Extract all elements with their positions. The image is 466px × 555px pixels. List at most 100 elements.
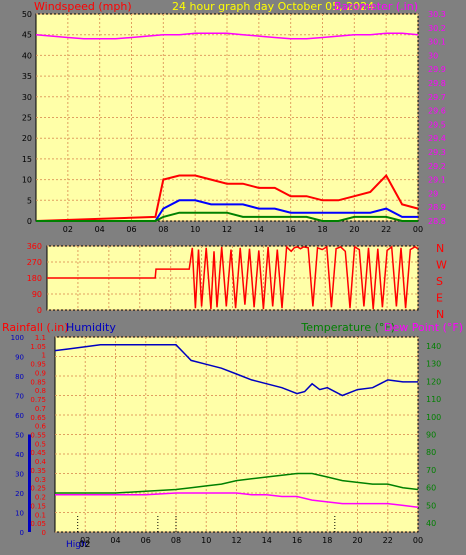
humidity-x-tick: 08 <box>171 536 181 545</box>
temperature-y-tick: 100 <box>426 413 441 422</box>
windspeed-y-tick: 50 <box>22 10 32 19</box>
humidity-x-tick: 10 <box>201 536 211 545</box>
temperature-y-tick: 140 <box>426 342 441 351</box>
humidity-series <box>28 344 419 532</box>
windspeed-y-tick: 10 <box>22 176 32 185</box>
windspeed-y-tick: 40 <box>22 51 32 60</box>
humidity-axis-bar <box>28 434 31 532</box>
windspeed-y-tick: 35 <box>22 72 32 81</box>
barometer-y-tick: 29.3 <box>428 148 446 157</box>
wind-x-tick: 04 <box>95 225 105 234</box>
temperature-y-tick: 130 <box>426 360 441 369</box>
humidity-x-tick: 16 <box>292 536 302 545</box>
barometer-axis-label: Barometer (.in) <box>334 0 418 13</box>
wind-x-tick: 08 <box>158 225 168 234</box>
dewpoint-axis-label: Dew Point (°F) <box>384 321 463 334</box>
rainfall-y-tick: 0.65 <box>30 414 46 422</box>
windspeed-y-tick: 15 <box>22 155 32 164</box>
humidity-y-tick: 80 <box>15 373 24 381</box>
compass-label: W <box>436 259 447 272</box>
wind-x-tick: 06 <box>126 225 136 234</box>
wind-x-tick: 20 <box>349 225 359 234</box>
temperature-y-tick: 50 <box>426 501 436 510</box>
humidity-x-tick: 12 <box>231 536 241 545</box>
humidity-y-tick: 20 <box>15 490 24 498</box>
temperature-line <box>55 472 419 494</box>
rainfall-y-tick: 0.75 <box>30 396 46 404</box>
direction-line <box>47 245 419 310</box>
humidity-line <box>54 344 418 397</box>
temperature-y-tick: 40 <box>426 519 436 528</box>
humidity-ticks: 02 04 06 08 10 12 14 16 18 20 22 000102030405060708… <box>11 334 442 545</box>
humidity-axis-label: Humidity <box>66 321 116 334</box>
compass-label: N <box>436 308 444 321</box>
wind_avg-line <box>36 199 418 222</box>
barometer-y-tick: 29.9 <box>428 65 446 74</box>
barometer-y-tick: 29.2 <box>428 162 446 171</box>
barometer-y-tick: 29.1 <box>428 176 446 185</box>
barometer-y-tick: 30.3 <box>428 10 446 19</box>
rainfall-y-tick: 0.25 <box>30 485 46 493</box>
humidity-x-tick: 04 <box>110 536 120 545</box>
temperature-y-tick: 120 <box>426 377 441 386</box>
rainfall-y-tick: 0.95 <box>30 361 46 369</box>
barometer-y-tick: 29.5 <box>428 120 446 129</box>
windspeed-y-tick: 0 <box>27 217 32 226</box>
windspeed-axis-label: Windspeed (mph) <box>34 0 132 13</box>
barometer-y-tick: 30.2 <box>428 24 446 33</box>
wind-x-tick: 18 <box>317 225 327 234</box>
humidity-y-tick: 90 <box>15 354 24 362</box>
barometer-y-tick: 29.6 <box>428 107 446 116</box>
rainfall-y-tick: 0.4 <box>35 458 47 466</box>
temperature-y-tick: 60 <box>426 484 436 493</box>
wind_low-line <box>36 211 418 222</box>
rainfall-y-tick: 1 <box>42 352 46 360</box>
barometer-y-tick: 29.8 <box>428 79 446 88</box>
barometer-y-tick: 28.8 <box>428 217 446 226</box>
wind_gust-line <box>35 173 419 222</box>
temperature-y-tick: 70 <box>426 466 436 475</box>
humidity-y-tick: 100 <box>11 334 24 342</box>
rainfall-y-tick: 0.8 <box>35 387 46 395</box>
wind-x-tick: 00 <box>413 225 423 234</box>
high-label: High <box>66 540 87 550</box>
humidity-y-tick: 40 <box>15 451 24 459</box>
rainfall-y-tick: 0 <box>42 529 46 537</box>
rainfall-y-tick: 1.1 <box>35 334 46 342</box>
wind-x-tick: 12 <box>222 225 232 234</box>
temperature-axis-label: Temperature (°F) <box>300 321 395 334</box>
wind-x-tick: 02 <box>63 225 73 234</box>
wind-barometer-panel: 02 04 06 08 10 12 14 16 18 20 22 000510152025303540… <box>22 0 446 234</box>
humidity-x-tick: 02 <box>80 536 90 545</box>
rainfall-y-tick: 0.35 <box>30 467 46 475</box>
compass-label: E <box>436 292 443 305</box>
humidity-x-tick: 14 <box>262 536 272 545</box>
barometer-y-tick: 28.9 <box>428 203 446 212</box>
rainfall-axis-label: Rainfall (.in) <box>2 321 69 334</box>
temperature-y-tick: 90 <box>426 431 436 440</box>
direction-y-tick: 90 <box>32 290 42 299</box>
humidity-y-tick: 30 <box>15 471 24 479</box>
barometer-y-tick: 29.4 <box>428 134 446 143</box>
rainfall-y-tick: 0.45 <box>30 449 46 457</box>
wind-x-tick: 10 <box>190 225 200 234</box>
barometer-y-tick: 29 <box>428 189 438 198</box>
rainfall-y-tick: 0.55 <box>30 432 46 440</box>
dewpoint-line <box>55 492 419 508</box>
wind-x-tick: 16 <box>286 225 296 234</box>
rainfall-y-tick: 0.85 <box>30 378 46 386</box>
direction-y-tick: 270 <box>27 258 42 267</box>
barometer-y-tick: 29.7 <box>428 93 446 102</box>
rainfall-y-tick: 0.5 <box>35 440 46 448</box>
rainfall-y-tick: 0.05 <box>30 520 46 528</box>
windspeed-y-tick: 5 <box>27 196 32 205</box>
wind-x-tick: 22 <box>381 225 391 234</box>
humidity-y-tick: 10 <box>15 510 24 518</box>
chart-title: 24 hour graph day October 05, 2024 <box>172 0 374 13</box>
rain-humidity-temp-panel: Rainfall (.in) Humidity Temperature (°F)… <box>2 321 463 550</box>
wind-series <box>35 32 419 222</box>
compass-label: S <box>436 275 443 288</box>
direction-y-tick: 360 <box>27 242 42 251</box>
